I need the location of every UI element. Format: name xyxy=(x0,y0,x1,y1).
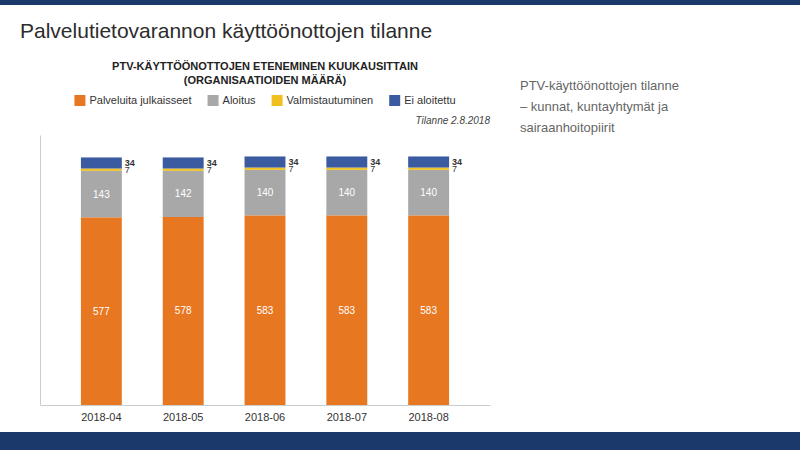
bar xyxy=(408,156,449,167)
data-label: 583 xyxy=(257,305,274,316)
x-tick: 2018-05 xyxy=(163,411,203,423)
x-tick-label: 2018-04 xyxy=(81,411,121,423)
annotation-line: – kunnat, kuntayhtymät ja xyxy=(520,99,669,114)
subtitle: PTV-KÄYTTÖÖNOTTOJEN ETENEMINEN KUUKAUSIT… xyxy=(112,60,418,86)
bar xyxy=(81,171,122,218)
y-axis xyxy=(40,136,41,406)
legend-item: Aloitus xyxy=(208,94,257,106)
x-axis-line xyxy=(41,405,491,406)
bar xyxy=(408,168,449,170)
bar xyxy=(326,168,367,170)
bar-series xyxy=(81,215,449,405)
subtitle-line: PTV-KÄYTTÖÖNOTTOJEN ETENEMINEN KUUKAUSIT… xyxy=(112,60,418,72)
legend-item: Palveluita julkaisseet xyxy=(74,94,191,106)
header-strip xyxy=(0,0,800,5)
bar xyxy=(326,170,367,216)
bar xyxy=(245,215,286,405)
bar xyxy=(408,215,449,405)
bars xyxy=(81,156,449,405)
data-label: 34 xyxy=(288,157,298,167)
data-label: 578 xyxy=(175,305,192,316)
x-tick: 2018-08 xyxy=(408,411,448,423)
legend-item: Valmistautuminen xyxy=(272,94,374,106)
legend-label: Palveluita julkaisseet xyxy=(89,94,191,106)
x-tick-label: 2018-07 xyxy=(327,411,367,423)
bar xyxy=(81,169,122,171)
annotation-line: sairaanhoitopiirit xyxy=(520,120,615,135)
bar-series xyxy=(81,170,449,217)
bar xyxy=(326,156,367,167)
data-label: 34 xyxy=(207,158,217,168)
bar xyxy=(245,156,286,167)
bar xyxy=(81,157,122,168)
data-label: 142 xyxy=(175,188,192,199)
x-tick: 2018-06 xyxy=(245,411,285,423)
x-axis: 2018-04 2018-05 2018-06 2018-07 2018-08 xyxy=(41,406,491,423)
bar xyxy=(408,170,449,216)
data-label: 34 xyxy=(370,157,380,167)
chart: Palvelutietovarannon käyttöönottojen til… xyxy=(0,0,800,450)
x-tick-label: 2018-05 xyxy=(163,411,203,423)
bar xyxy=(81,217,122,405)
legend-swatch xyxy=(74,95,85,106)
legend: Palveluita julkaisseet Aloitus Valmistautu… xyxy=(74,94,455,106)
legend-item: Ei aloitettu xyxy=(389,94,455,106)
x-tick: 2018-04 xyxy=(81,411,121,423)
data-label: 140 xyxy=(257,187,274,198)
subtitle-line: (ORGANISAATIOIDEN MÄÄRÄ) xyxy=(184,74,347,86)
data-label: 577 xyxy=(93,306,110,317)
y-axis-line xyxy=(40,136,41,406)
bar-series xyxy=(81,156,449,168)
data-label: 143 xyxy=(93,189,110,200)
bar xyxy=(163,169,204,171)
bar xyxy=(245,168,286,170)
legend-label: Aloitus xyxy=(223,94,257,106)
legend-label: Ei aloitettu xyxy=(404,94,455,106)
bar-series xyxy=(81,168,449,171)
bar xyxy=(163,171,204,217)
data-label: 583 xyxy=(420,305,437,316)
data-label: 583 xyxy=(338,305,355,316)
annotation: Tilanne 2.8.2018 xyxy=(416,115,491,126)
data-label: 34 xyxy=(452,157,462,167)
annotation-line: PTV-käyttöönottojen tilanne xyxy=(520,78,679,93)
bar xyxy=(163,217,204,405)
data-label: 140 xyxy=(420,187,437,198)
x-tick-label: 2018-06 xyxy=(245,411,285,423)
annotation: PTV-käyttöönottojen tilanne – kunnat, kun… xyxy=(520,78,679,135)
data-label: 140 xyxy=(338,187,355,198)
data-labels: 5775785835835831431421401401407777734343… xyxy=(93,157,462,317)
footer-strip xyxy=(0,432,800,450)
bar xyxy=(326,215,367,405)
x-tick: 2018-07 xyxy=(327,411,367,423)
x-tick-label: 2018-08 xyxy=(408,411,448,423)
legend-swatch xyxy=(272,95,283,106)
legend-swatch xyxy=(389,95,400,106)
legend-swatch xyxy=(208,95,219,106)
legend-label: Valmistautuminen xyxy=(287,94,374,106)
bar xyxy=(245,170,286,216)
data-label: 34 xyxy=(125,158,135,168)
title: Palvelutietovarannon käyttöönottojen til… xyxy=(20,19,432,42)
bar xyxy=(163,157,204,168)
